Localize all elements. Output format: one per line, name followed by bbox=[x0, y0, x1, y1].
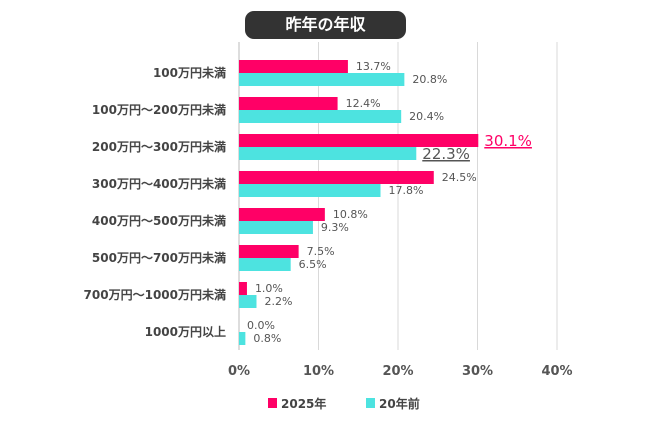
category-label: 700万円～1000万円未満 bbox=[84, 287, 226, 302]
legend-label: 20年前 bbox=[379, 396, 420, 411]
bar-2025 bbox=[239, 134, 479, 147]
data-label: 6.5% bbox=[299, 258, 327, 271]
data-label: 20.4% bbox=[409, 110, 444, 123]
category-label: 1000万円以上 bbox=[145, 324, 226, 339]
x-tick-label: 10% bbox=[303, 364, 334, 379]
data-label: 24.5% bbox=[442, 171, 477, 184]
category-label: 500万円～700万円未満 bbox=[92, 250, 226, 265]
data-label: 22.3% bbox=[422, 145, 470, 163]
bar-20-years-ago bbox=[239, 110, 402, 123]
bar-2025 bbox=[239, 208, 325, 221]
bar-2025 bbox=[239, 245, 299, 258]
data-label: 13.7% bbox=[356, 60, 391, 73]
bar-20-years-ago bbox=[239, 73, 405, 86]
chart-title: 昨年の年収 bbox=[245, 11, 406, 39]
legend-swatch bbox=[268, 398, 277, 408]
bar-20-years-ago bbox=[239, 221, 313, 234]
data-label: 2.2% bbox=[264, 295, 292, 308]
bar-2025 bbox=[239, 97, 338, 110]
x-tick-label: 30% bbox=[462, 364, 493, 379]
bar-20-years-ago bbox=[239, 258, 291, 271]
category-label: 300万円～400万円未満 bbox=[92, 176, 226, 191]
bar-20-years-ago bbox=[239, 147, 417, 160]
category-label: 200万円～300万円未満 bbox=[92, 139, 226, 154]
data-label: 17.8% bbox=[389, 184, 424, 197]
data-label: 9.3% bbox=[321, 221, 349, 234]
category-label: 100万円未満 bbox=[153, 65, 226, 80]
data-label: 0.8% bbox=[253, 332, 281, 345]
bar-20-years-ago bbox=[239, 332, 246, 345]
x-tick-label: 0% bbox=[228, 364, 250, 379]
bar-2025 bbox=[239, 171, 434, 184]
category-label: 100万円～200万円未満 bbox=[92, 102, 226, 117]
data-label: 12.4% bbox=[346, 97, 381, 110]
bar-20-years-ago bbox=[239, 184, 381, 197]
legend-label: 2025年 bbox=[281, 396, 326, 411]
bar-2025 bbox=[239, 60, 348, 73]
category-label: 400万円～500万円未満 bbox=[92, 213, 226, 228]
x-tick-label: 40% bbox=[541, 364, 572, 379]
data-label: 1.0% bbox=[255, 282, 283, 295]
data-label: 10.8% bbox=[333, 208, 368, 221]
data-label: 30.1% bbox=[484, 132, 532, 150]
data-label: 20.8% bbox=[412, 73, 447, 86]
bar-20-years-ago bbox=[239, 295, 257, 308]
x-tick-label: 20% bbox=[382, 364, 413, 379]
bar-2025 bbox=[239, 282, 247, 295]
data-label: 7.5% bbox=[307, 245, 335, 258]
data-label: 0.0% bbox=[247, 319, 275, 332]
legend-swatch bbox=[366, 398, 375, 408]
